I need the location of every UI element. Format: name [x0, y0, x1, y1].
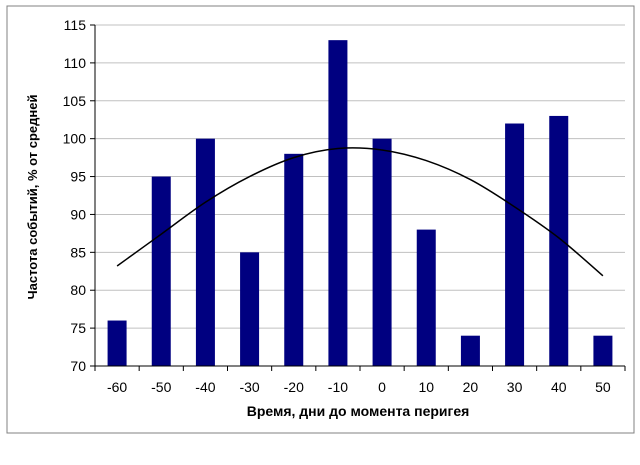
x-tick-label: 50 [595, 379, 611, 395]
y-tick-labels: 70 75 80 85 90 95 100 105 110 115 [63, 17, 87, 374]
x-tick-label: -40 [195, 379, 215, 395]
x-tick-labels: -60 -50 -40 -30 -20 -10 0 10 20 30 40 50 [107, 379, 611, 395]
x-tick-label: 10 [418, 379, 434, 395]
x-tick-label: 40 [551, 379, 567, 395]
bar [416, 229, 436, 366]
x-tick-label: -20 [284, 379, 304, 395]
bar [284, 153, 304, 366]
chart-frame [6, 5, 635, 434]
x-axis-title: Время, дни до момента перигея [247, 403, 470, 419]
y-tick-label: 115 [64, 17, 87, 33]
y-tick-label: 95 [70, 169, 86, 185]
bar [328, 40, 348, 367]
x-tick-label: -30 [239, 379, 259, 395]
bar [151, 176, 171, 366]
x-tick-label: 30 [507, 379, 523, 395]
x-tick-label: -10 [328, 379, 348, 395]
bar [195, 138, 215, 366]
y-tick-label: 105 [63, 93, 87, 109]
bar [505, 123, 525, 366]
y-tick-label: 110 [64, 55, 87, 71]
y-tick-label: 85 [70, 244, 86, 260]
x-tick-label: -50 [151, 379, 171, 395]
y-tick-label: 80 [70, 282, 86, 298]
bar [460, 335, 480, 366]
y-tick-label: 100 [63, 131, 87, 147]
bars [107, 40, 613, 367]
y-tick-label: 75 [70, 320, 86, 336]
axes [94, 25, 626, 371]
bar [372, 138, 392, 366]
x-tick-label: 20 [463, 379, 479, 395]
trend-line [116, 147, 604, 277]
bar [107, 320, 127, 366]
y-axis-title: Частота событий, % от средней [25, 95, 40, 300]
y-tick-label: 70 [70, 358, 86, 374]
x-tick-label: 0 [378, 379, 386, 395]
bar [549, 115, 569, 366]
bar [240, 252, 260, 366]
gridlines [90, 24, 625, 367]
x-tick-label: -60 [107, 379, 127, 395]
bar [593, 335, 613, 366]
y-tick-label: 90 [70, 206, 86, 222]
